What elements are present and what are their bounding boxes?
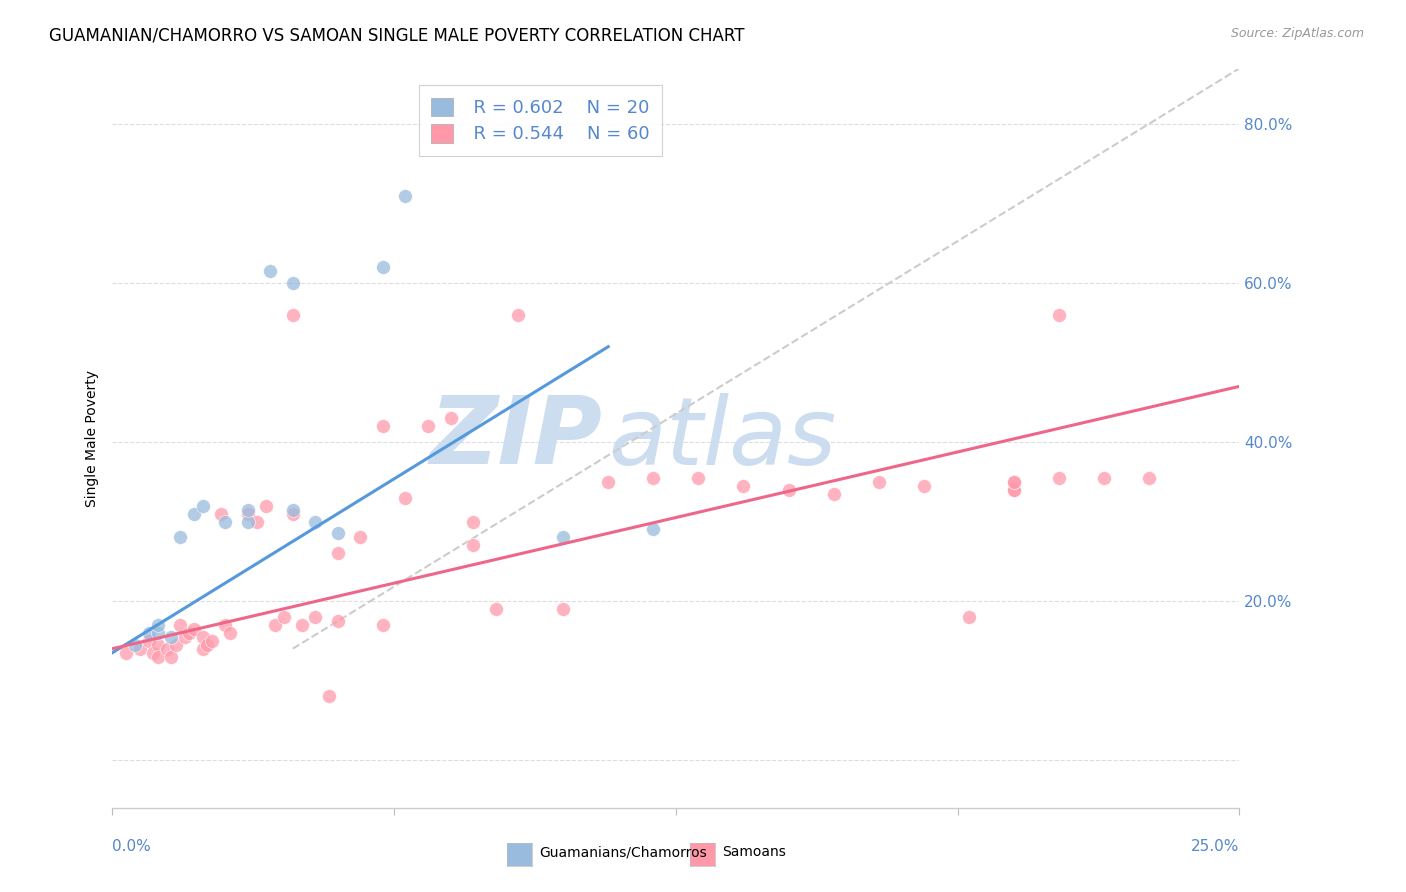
Point — [868, 475, 890, 489]
Point — [254, 499, 277, 513]
Point — [1047, 308, 1070, 322]
Point — [371, 260, 394, 275]
Point — [236, 515, 259, 529]
Point — [273, 610, 295, 624]
Point — [195, 638, 218, 652]
Point — [371, 419, 394, 434]
Point — [326, 614, 349, 628]
Point — [236, 507, 259, 521]
Point — [643, 471, 665, 485]
Point — [1092, 471, 1115, 485]
Point — [142, 646, 165, 660]
Point — [291, 617, 314, 632]
Legend:   R = 0.602    N = 20,   R = 0.544    N = 60: R = 0.602 N = 20, R = 0.544 N = 60 — [419, 85, 662, 156]
Point — [138, 633, 160, 648]
Text: 25.0%: 25.0% — [1191, 838, 1239, 854]
Point — [146, 649, 169, 664]
Point — [179, 625, 201, 640]
Point — [138, 625, 160, 640]
Point — [553, 602, 575, 616]
Point — [169, 530, 191, 544]
Point — [326, 526, 349, 541]
Point — [1002, 475, 1025, 489]
Point — [160, 630, 183, 644]
Point — [416, 419, 439, 434]
Point — [201, 633, 224, 648]
Point — [371, 617, 394, 632]
Point — [461, 515, 484, 529]
Point — [146, 625, 169, 640]
Point — [173, 630, 195, 644]
Point — [128, 641, 150, 656]
Point — [191, 641, 214, 656]
Point — [236, 502, 259, 516]
Point — [281, 507, 304, 521]
Point — [259, 264, 281, 278]
Point — [146, 638, 169, 652]
Point — [281, 276, 304, 290]
Point — [214, 515, 236, 529]
Point — [214, 617, 236, 632]
Point — [155, 641, 177, 656]
Point — [349, 530, 371, 544]
Point — [461, 538, 484, 552]
Point — [912, 479, 935, 493]
Point — [124, 638, 146, 652]
Text: atlas: atlas — [609, 392, 837, 483]
Text: GUAMANIAN/CHAMORRO VS SAMOAN SINGLE MALE POVERTY CORRELATION CHART: GUAMANIAN/CHAMORRO VS SAMOAN SINGLE MALE… — [49, 27, 745, 45]
Point — [183, 507, 205, 521]
Point — [957, 610, 980, 624]
Point — [733, 479, 755, 493]
Point — [1002, 483, 1025, 497]
Text: Samoans: Samoans — [723, 846, 786, 859]
Point — [326, 546, 349, 560]
Point — [643, 523, 665, 537]
Point — [263, 617, 285, 632]
Point — [191, 630, 214, 644]
Text: ZIP: ZIP — [430, 392, 603, 484]
Point — [394, 188, 416, 202]
Point — [304, 515, 326, 529]
Text: Source: ZipAtlas.com: Source: ZipAtlas.com — [1230, 27, 1364, 40]
Point — [394, 491, 416, 505]
Point — [439, 411, 461, 425]
Point — [778, 483, 800, 497]
Point — [484, 602, 506, 616]
Point — [281, 308, 304, 322]
Point — [183, 622, 205, 636]
Point — [553, 530, 575, 544]
Point — [1137, 471, 1160, 485]
Point — [281, 502, 304, 516]
Point — [146, 617, 169, 632]
Text: Guamanians/Chamorros: Guamanians/Chamorros — [540, 846, 707, 859]
Text: 0.0%: 0.0% — [112, 838, 152, 854]
Point — [1002, 483, 1025, 497]
Point — [191, 499, 214, 513]
Point — [169, 617, 191, 632]
Point — [209, 507, 232, 521]
Point — [823, 486, 845, 500]
Point — [218, 625, 240, 640]
Point — [318, 690, 340, 704]
Point — [165, 638, 187, 652]
Point — [115, 646, 138, 660]
Point — [1002, 475, 1025, 489]
Point — [304, 610, 326, 624]
Point — [1047, 471, 1070, 485]
Point — [508, 308, 530, 322]
Y-axis label: Single Male Poverty: Single Male Poverty — [86, 369, 100, 507]
Point — [160, 649, 183, 664]
Point — [598, 475, 620, 489]
Point — [688, 471, 710, 485]
Point — [246, 515, 269, 529]
